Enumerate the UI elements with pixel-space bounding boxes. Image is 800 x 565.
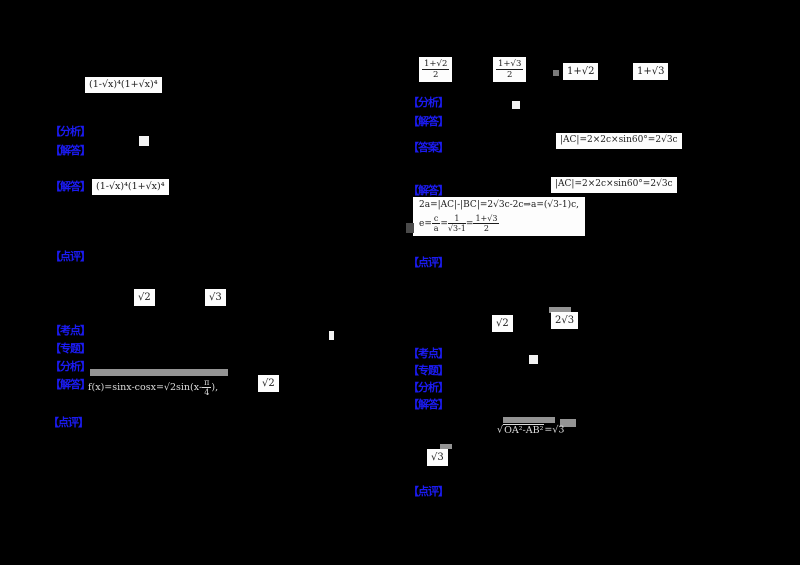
render-smudge: [549, 307, 571, 313]
derivation-line-2: e= c a = 1 √3-1 = 1+√3 2: [419, 213, 500, 233]
formula-box-2sqrt3: 2√3: [551, 312, 579, 329]
radicand: OA²-AB²: [503, 424, 545, 436]
cursor-artifact-dot: [512, 101, 520, 109]
label-solution-left-2: 【解答】: [50, 181, 91, 193]
label-solution-left-3: 【解答】: [50, 379, 91, 391]
formula-box-derivation: 2a=|AC|-|BC|=2√3c-2c⇒a=(√3-1)c, e= c a = 1 √3…: [413, 197, 586, 237]
option-a-fraction: 1+√2 2: [419, 57, 453, 82]
formula-box-ac-1: |AC|=2×2c×sin60°=2√3c: [556, 133, 682, 149]
formula-text: (1-√x)⁴(1+√x)⁴: [89, 79, 158, 90]
label-topic-right: 【考点】: [408, 348, 449, 360]
label-subject-right: 【专题】: [408, 365, 449, 377]
render-artifact: [553, 70, 559, 76]
formula-text: (1-√x)⁴(1+√x)⁴: [96, 181, 165, 192]
formula-box-ac-2: |AC|=2×2c×sin60°=2√3c: [551, 177, 677, 193]
formula-box-sqrt2-small: √2: [258, 375, 279, 392]
label-analysis-left-1: 【分析】: [50, 126, 91, 138]
formula-box-binomial-mid: (1-√x)⁴(1+√x)⁴: [92, 179, 169, 196]
label-comment-left-footer: 【点评】: [48, 417, 89, 429]
label-solution-left-1: 【解答】: [50, 145, 91, 157]
label-solution-right-2: 【解答】: [408, 185, 449, 197]
option-b-fraction: 1+√3 2: [493, 57, 527, 82]
label-comment-left: 【点评】: [50, 251, 91, 263]
formula-box-binomial-top: (1-√x)⁴(1+√x)⁴: [85, 77, 162, 94]
label-solution-right-1: 【解答】: [408, 116, 449, 128]
label-answer-right: 【答案】: [408, 142, 449, 154]
formula-box-sqrt2: √2: [134, 289, 155, 306]
label-comment-right-footer: 【点评】: [408, 486, 449, 498]
option-c-box: 1+√2: [563, 63, 599, 80]
render-smudge: [90, 369, 228, 376]
formula-oa-line: √OA²-AB²=√3: [497, 424, 565, 436]
label-topic-left: 【考点】: [50, 325, 91, 337]
formula-box-sqrt3-small: √3: [427, 449, 448, 466]
fraction-1plussqrt3-2: 1+√3 2: [473, 213, 500, 233]
option-d-box: 1+√3: [633, 63, 669, 80]
label-subject-left: 【专题】: [50, 343, 91, 355]
derivation-line-1: 2a=|AC|-|BC|=2√3c-2c⇒a=(√3-1)c,: [419, 200, 580, 210]
fraction-1-sqrt3minus1: 1 √3-1: [447, 213, 466, 233]
label-solution-right-3: 【解答】: [408, 399, 449, 411]
render-smudge: [440, 444, 452, 449]
label-comment-right: 【点评】: [408, 257, 449, 269]
label-analysis-right-1: 【分析】: [408, 97, 449, 109]
render-artifact: [406, 223, 414, 233]
render-smudge: [560, 419, 576, 427]
render-smudge: [503, 417, 555, 423]
label-analysis-left-2: 【分析】: [50, 361, 91, 373]
formula-box-sqrt2-right: √2: [492, 315, 513, 332]
cursor-artifact-dot: [329, 331, 334, 340]
formula-box-sqrt3: √3: [205, 289, 226, 306]
label-analysis-right-2: 【分析】: [408, 382, 449, 394]
cursor-artifact-dot: [139, 136, 149, 146]
cursor-artifact-dot: [529, 355, 538, 364]
formula-fx-line: f(x)=sinx-cosx=√2sin(x-π 4),: [88, 378, 219, 398]
